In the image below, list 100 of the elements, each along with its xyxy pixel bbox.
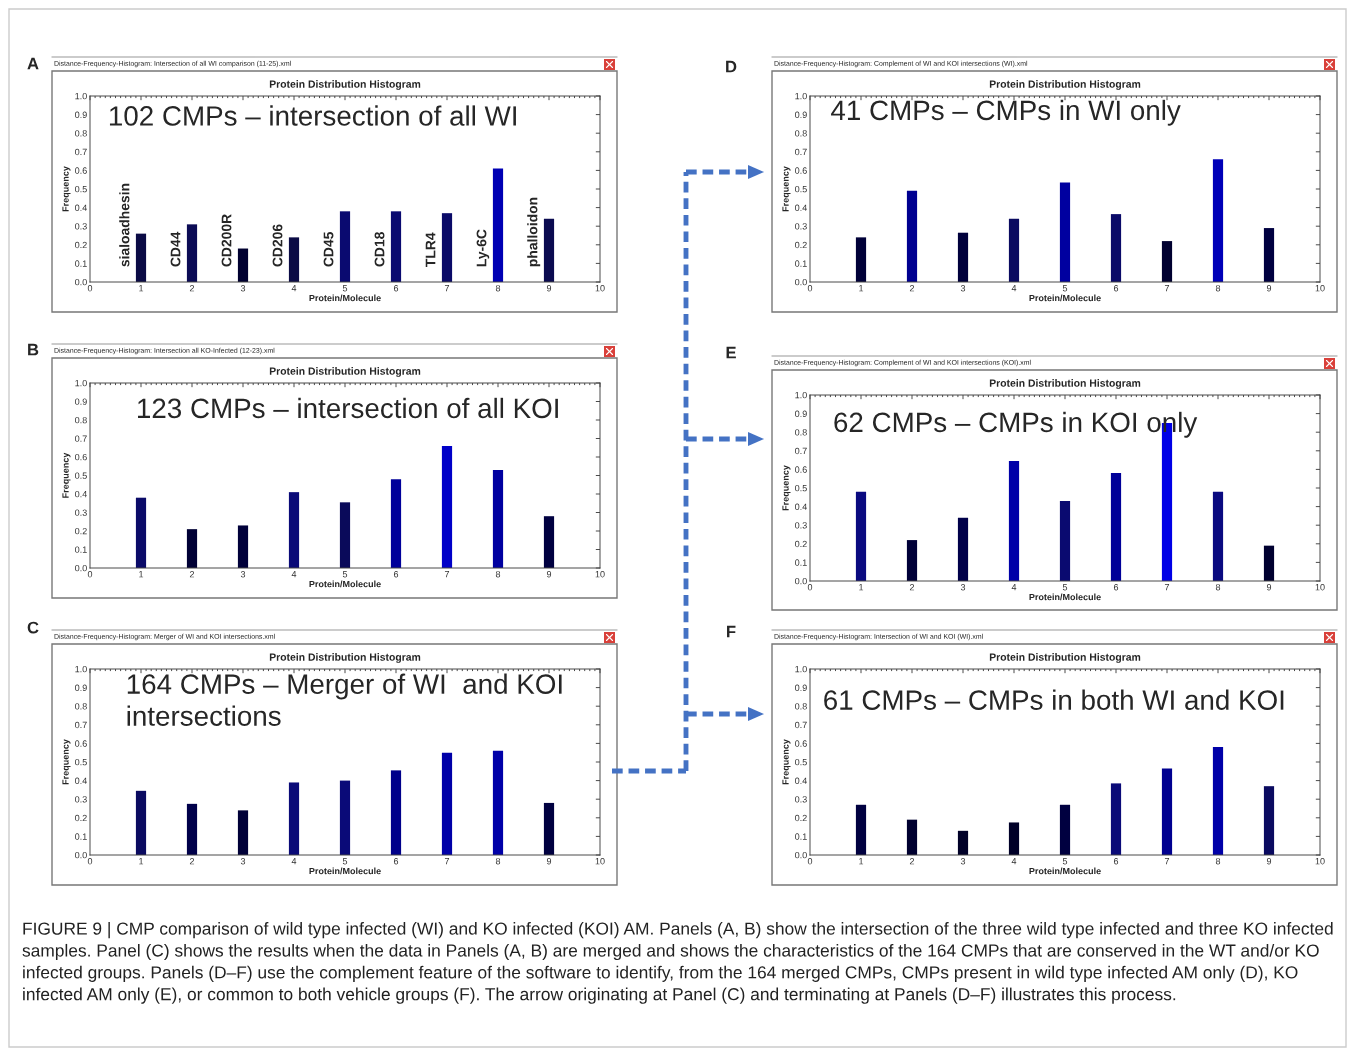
bar bbox=[390, 770, 402, 855]
bar bbox=[1008, 461, 1020, 581]
annotation: 102 CMPs – intersection of all WI bbox=[109, 105, 516, 126]
y-tick-label: 0.0 bbox=[795, 577, 807, 585]
chart-title: Protein Distribution Histogram bbox=[989, 80, 1141, 90]
bar bbox=[1161, 241, 1173, 282]
annotation: phalloidon bbox=[527, 197, 541, 267]
bar bbox=[906, 819, 918, 855]
x-tick-label: 2 bbox=[909, 858, 915, 865]
bar bbox=[135, 497, 147, 568]
bar bbox=[1212, 159, 1224, 282]
y-tick-label: 0.0 bbox=[75, 278, 87, 286]
annotation: CD44 bbox=[170, 231, 181, 267]
x-tick-label: 4 bbox=[291, 285, 297, 292]
x-tick-label: 8 bbox=[495, 571, 501, 578]
x-axis-title: Protein/Molecule bbox=[1029, 593, 1101, 601]
x-tick-label: 9 bbox=[1266, 285, 1272, 292]
y-tick-label: 0.2 bbox=[75, 814, 87, 822]
y-tick-label: 0.2 bbox=[75, 527, 87, 535]
y-tick-label: 0.0 bbox=[75, 564, 87, 572]
bar bbox=[186, 224, 198, 282]
x-tick-label: 4 bbox=[1011, 285, 1017, 292]
y-tick-label: 1.0 bbox=[75, 379, 87, 387]
bar bbox=[492, 168, 504, 282]
y-axis-title: Frequency bbox=[782, 739, 791, 785]
x-tick-label: 5 bbox=[342, 858, 348, 865]
bar bbox=[855, 804, 867, 855]
y-tick-label: 0.8 bbox=[795, 429, 807, 436]
y-tick-label: 0.6 bbox=[75, 167, 87, 174]
bar bbox=[1263, 786, 1275, 855]
bar bbox=[1059, 501, 1071, 581]
bar bbox=[957, 830, 969, 855]
x-tick-label: 9 bbox=[1266, 858, 1272, 865]
y-tick-label: 0.4 bbox=[75, 204, 87, 211]
bar bbox=[957, 517, 969, 581]
x-tick-label: 7 bbox=[444, 571, 450, 578]
y-tick-label: 0.5 bbox=[75, 185, 87, 193]
y-tick-label: 0.1 bbox=[75, 260, 87, 267]
x-tick-label: 10 bbox=[1315, 858, 1325, 865]
bar bbox=[1008, 822, 1020, 855]
x-tick-label: 9 bbox=[546, 858, 552, 865]
x-axis-title: Protein/Molecule bbox=[309, 867, 381, 875]
x-tick-label: 0 bbox=[807, 858, 813, 865]
y-tick-label: 0.9 bbox=[75, 398, 87, 405]
bar bbox=[237, 810, 249, 855]
y-tick-label: 0.3 bbox=[795, 223, 807, 230]
bar bbox=[1161, 768, 1173, 855]
bar bbox=[855, 491, 867, 581]
x-tick-label: 3 bbox=[960, 285, 966, 292]
x-tick-label: 3 bbox=[240, 285, 246, 292]
x-tick-label: 6 bbox=[1113, 858, 1119, 865]
y-tick-label: 0.3 bbox=[795, 522, 807, 529]
y-tick-label: 0.3 bbox=[75, 223, 87, 230]
y-tick-label: 0.7 bbox=[75, 721, 87, 729]
x-tick-label: 2 bbox=[189, 285, 195, 292]
x-tick-label: 6 bbox=[393, 571, 399, 578]
x-tick-label: 6 bbox=[393, 285, 399, 292]
bar bbox=[1212, 491, 1224, 581]
bar bbox=[1059, 804, 1071, 855]
bar bbox=[1263, 545, 1275, 581]
y-tick-label: 0.7 bbox=[795, 721, 807, 729]
bar bbox=[543, 516, 555, 568]
annotation: 61 CMPs – CMPs in both WI and KOI bbox=[824, 689, 1284, 710]
bar bbox=[1059, 182, 1071, 282]
x-tick-label: 3 bbox=[960, 584, 966, 591]
bar bbox=[543, 802, 555, 855]
x-tick-label: 5 bbox=[1062, 584, 1068, 591]
y-tick-label: 0.6 bbox=[75, 453, 87, 461]
y-tick-label: 0.0 bbox=[795, 278, 807, 286]
bar bbox=[390, 211, 402, 282]
x-tick-label: 4 bbox=[1011, 584, 1017, 591]
y-tick-label: 0.5 bbox=[795, 758, 807, 766]
x-tick-label: 5 bbox=[342, 285, 348, 292]
y-tick-label: 0.9 bbox=[75, 684, 87, 691]
bar bbox=[1008, 218, 1020, 282]
x-tick-label: 2 bbox=[909, 285, 915, 292]
x-tick-label: 0 bbox=[87, 858, 93, 865]
bar bbox=[1110, 214, 1122, 282]
x-tick-label: 1 bbox=[859, 858, 864, 865]
y-tick-label: 0.4 bbox=[795, 503, 807, 510]
annotation: 164 CMPs – Merger of WI and KOI intersections bbox=[127, 673, 562, 726]
x-tick-label: 10 bbox=[1315, 285, 1325, 292]
caption: FIGURE 9 | CMP comparison of wild type infected (WI) and KO infected (KOI) AM. Panels (A, B) show the intersection of the three wild type infected and three KO infected samples. Panel (C) shows the results when the data in Panels (A, B) are merged and shows the characteristics of the 164 CMPs that are conserved in the WT and/or KO infected groups. Panels (D–F) use the complement feature of the software to identify, from the 164 merged CMPs, CMPs present in wild type infected AM only (D), KO infected AM only (E), or common to both vehicle groups (F). The arrow originating at Panel (C) and terminating at Panels (D–F) illustrates this process. bbox=[22, 922, 1333, 1004]
y-tick-label: 0.2 bbox=[795, 241, 807, 249]
y-tick-label: 0.6 bbox=[75, 740, 87, 747]
x-tick-label: 0 bbox=[807, 584, 813, 591]
x-tick-label: 9 bbox=[546, 285, 552, 292]
y-tick-label: 0.3 bbox=[795, 796, 807, 803]
x-tick-label: 3 bbox=[240, 571, 246, 578]
y-tick-label: 0.8 bbox=[795, 130, 807, 137]
y-tick-label: 0.4 bbox=[795, 777, 807, 784]
y-tick-label: 0.9 bbox=[795, 684, 807, 691]
bar bbox=[135, 233, 147, 282]
y-axis-title: Frequency bbox=[782, 465, 791, 511]
bar bbox=[1212, 747, 1224, 855]
x-tick-label: 10 bbox=[1315, 584, 1325, 591]
annotation: CD206 bbox=[272, 224, 283, 267]
bar bbox=[135, 790, 147, 855]
x-tick-label: 6 bbox=[1113, 285, 1119, 292]
chart-title: Protein Distribution Histogram bbox=[989, 379, 1141, 389]
